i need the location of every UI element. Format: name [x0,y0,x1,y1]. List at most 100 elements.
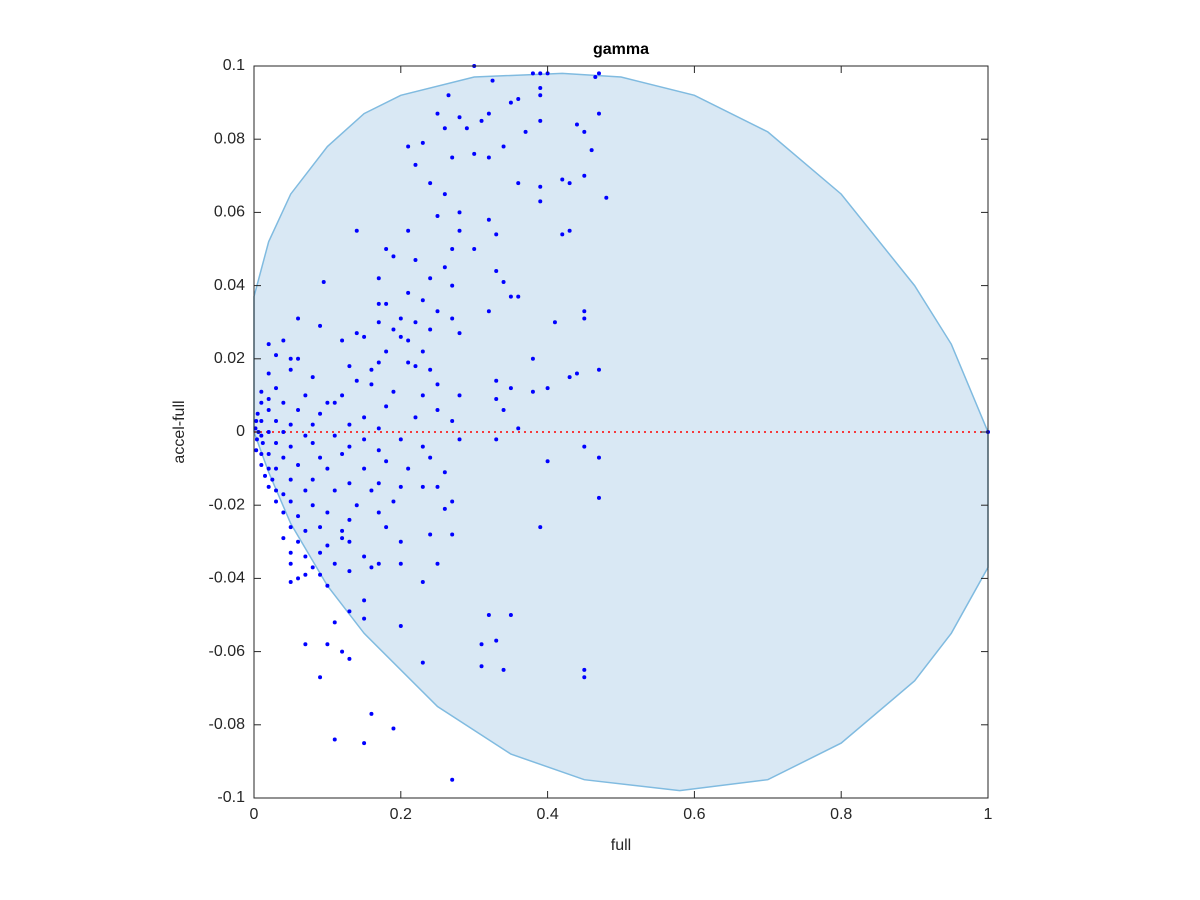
point [310,565,315,570]
point [545,71,550,76]
point [574,371,579,376]
point [318,675,323,680]
y-tick-label: -0.04 [209,570,246,587]
point [288,561,293,566]
y-tick-label: 0.1 [223,57,245,74]
point [321,279,326,284]
point [508,386,513,391]
point [347,481,352,486]
point [274,419,279,424]
point [274,499,279,504]
point [398,623,403,628]
point [270,477,275,482]
point [582,675,587,680]
point [303,554,308,559]
point [479,118,484,123]
point [538,118,543,123]
point [442,506,447,511]
point [530,389,535,394]
point [464,126,469,131]
point [442,126,447,131]
point [362,598,367,603]
point [347,656,352,661]
x-tick-label: 0 [250,806,259,823]
point [288,477,293,482]
point [508,613,513,617]
point [303,528,308,533]
point [479,642,484,647]
point [354,228,359,233]
x-axis-label: full [611,837,631,854]
point [362,415,367,420]
point [567,228,572,233]
point [582,316,587,321]
point [347,422,352,427]
point [296,514,301,519]
point [303,572,308,577]
point [384,459,389,464]
point [325,510,330,515]
point [369,565,374,570]
point [596,71,601,76]
point [486,155,491,160]
point [288,367,293,372]
point [406,360,411,365]
point [398,437,403,442]
point [516,181,521,186]
point [340,536,345,541]
point [274,353,279,358]
point [288,422,293,427]
point [391,254,396,259]
point [508,100,513,105]
point [552,320,557,325]
point [376,448,381,453]
point [501,667,506,672]
point [281,400,286,405]
point [589,148,594,153]
point [384,301,389,306]
point [516,294,521,299]
point [420,660,425,665]
point [450,499,455,504]
point [332,737,337,742]
point [288,580,293,585]
point [354,331,359,336]
point [318,411,323,416]
point [560,177,565,182]
point [260,440,265,445]
point [376,561,381,566]
point [318,455,323,460]
point [545,386,550,391]
point [254,448,259,453]
point [362,554,367,559]
point [530,71,535,76]
point [516,426,521,431]
point [274,440,279,445]
point [274,488,279,493]
point [303,393,308,398]
point [325,642,330,647]
point [593,74,598,79]
point [288,356,293,361]
point [347,444,352,449]
point [516,96,521,101]
point [332,620,337,625]
point [259,389,264,394]
point [318,323,323,328]
point [376,510,381,515]
point [384,525,389,530]
point [435,484,440,489]
point [347,609,352,614]
point [538,184,543,189]
point [442,192,447,197]
point [296,356,301,361]
point [435,561,440,566]
y-tick-label: 0.02 [214,350,245,367]
point [303,488,308,493]
point [391,327,396,332]
point [450,155,455,160]
point [435,382,440,387]
point [574,122,579,127]
point [332,561,337,566]
point [332,433,337,438]
